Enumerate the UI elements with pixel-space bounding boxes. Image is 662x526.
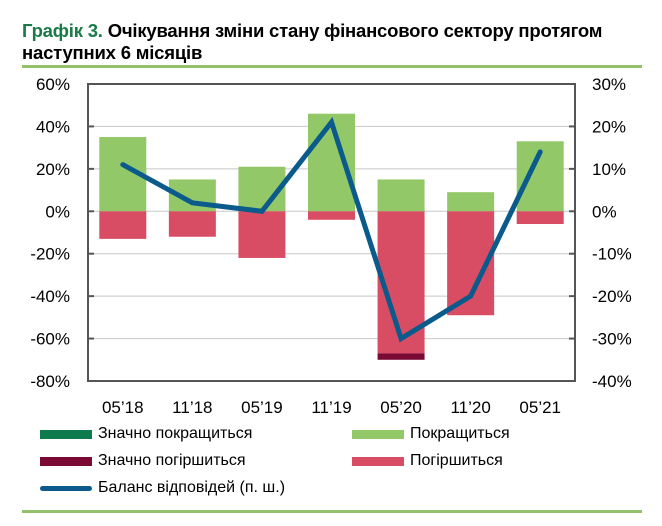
- chart-title: Графік 3. Очікування зміни стану фінансо…: [22, 20, 652, 64]
- legend-item-improve: Покращиться: [352, 424, 510, 444]
- x-tick-label: 05’18: [102, 398, 144, 417]
- top-divider: [22, 65, 642, 68]
- legend-label: Значно погіршиться: [98, 452, 246, 469]
- legend-item-significant-improve: Значно покращиться: [40, 424, 252, 444]
- legend-item-balance: Баланс відповідей (п. ш.): [40, 478, 285, 498]
- x-tick-label: 11’19: [311, 398, 351, 417]
- chart-area: 60% 40% 20% 0% -20% -40% -60% -80% 30% 20% 10% 0% -…: [30, 75, 632, 417]
- legend-label: Значно покращиться: [98, 425, 253, 442]
- left-axis-labels: 60% 40% 20% 0% -20% -40% -60% -80%: [30, 75, 70, 391]
- right-tick-label: 30%: [592, 75, 626, 94]
- right-tick-label: 0%: [592, 202, 617, 221]
- improve-swatch: [352, 429, 404, 439]
- legend-item-significant-worsen: Значно погіршиться: [40, 451, 246, 471]
- right-tick-label: 10%: [592, 160, 626, 179]
- legend-label: Баланс відповідей (п. ш.): [98, 479, 286, 496]
- chart-title-text: Очікування зміни стану фінансового секто…: [22, 20, 603, 63]
- bar-segment: [99, 211, 147, 239]
- bars: [99, 113, 564, 360]
- bar-segment: [377, 179, 425, 212]
- legend-item-worsen: Погіршиться: [352, 451, 503, 471]
- bar-segment: [447, 192, 495, 212]
- legend-label: Покращиться: [410, 425, 510, 442]
- left-tick-label: 0%: [45, 202, 70, 221]
- right-tick-label: -30%: [592, 330, 632, 349]
- x-tick-label: 11’20: [450, 398, 490, 417]
- left-tick-label: -60%: [30, 330, 70, 349]
- left-tick-label: -40%: [30, 287, 70, 306]
- x-tick-label: 05’19: [241, 398, 283, 417]
- worsen-swatch: [352, 456, 404, 466]
- x-axis-labels: 05’18 11’18 05’19 11’19 05’20 11’20 05’21: [102, 398, 561, 417]
- bar-segment: [238, 211, 286, 258]
- bar-segment: [516, 211, 564, 225]
- legend-label: Погіршиться: [410, 452, 503, 469]
- bar-segment: [308, 211, 355, 220]
- right-tick-label: -10%: [592, 245, 632, 264]
- bottom-divider: [22, 510, 642, 513]
- chart-number: Графік 3.: [22, 20, 103, 41]
- right-tick-label: 20%: [592, 117, 626, 136]
- x-tick-label: 05’20: [380, 398, 422, 417]
- right-tick-label: -40%: [592, 372, 632, 391]
- left-tick-label: -80%: [30, 372, 70, 391]
- left-tick-label: -20%: [30, 245, 70, 264]
- right-axis-labels: 30% 20% 10% 0% -10% -20% -30% -40%: [592, 75, 632, 391]
- right-tick-label: -20%: [592, 287, 632, 306]
- x-tick-label: 05’21: [519, 398, 561, 417]
- significant-improve-swatch: [40, 429, 92, 439]
- balance-polyline: [120, 116, 543, 343]
- left-tick-label: 60%: [36, 75, 70, 94]
- significant-worsen-swatch: [40, 456, 92, 466]
- bar-segment: [377, 353, 425, 360]
- left-tick-label: 40%: [36, 117, 70, 136]
- bar-segment: [168, 211, 216, 237]
- balance-line: [120, 116, 543, 343]
- x-tick-label: 11’18: [172, 398, 212, 417]
- left-tick-label: 20%: [36, 160, 70, 179]
- plot-frame: [87, 83, 576, 382]
- balance-line-swatch: [40, 485, 92, 491]
